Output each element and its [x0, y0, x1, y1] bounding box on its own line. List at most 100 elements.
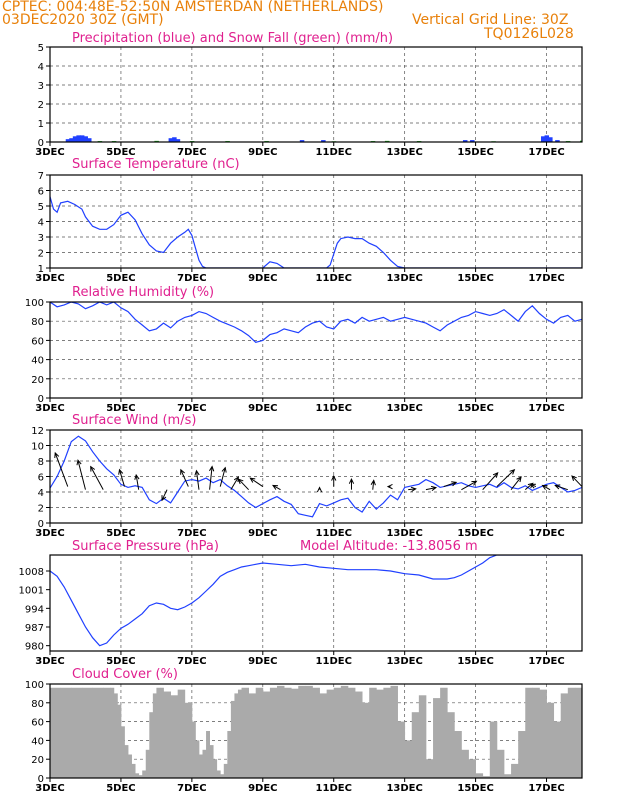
wind-ytick-label: 6 — [38, 473, 44, 484]
cloud-cover-bar — [209, 745, 214, 778]
cloud-cover-bar — [468, 759, 476, 778]
cloud-cover-bar — [220, 774, 225, 778]
cloud-cover-bar — [156, 687, 161, 778]
pressure-xtick-label: 5DEC — [106, 656, 135, 667]
cloud-cover-bar — [248, 693, 257, 778]
cloud-cover-bar — [262, 691, 271, 778]
cloud-cover-bar — [213, 759, 218, 778]
wind-vector-head — [554, 484, 561, 490]
cloud-cover-bar — [305, 685, 313, 778]
wind-vector-head — [54, 451, 60, 458]
cloud-cover-bar — [113, 693, 118, 778]
wind-vector — [425, 487, 437, 491]
wind-vector — [510, 476, 522, 490]
wind-vector — [555, 485, 568, 491]
humidity-ytick-label: 20 — [31, 375, 44, 386]
wind-vector-head — [430, 485, 438, 492]
pressure-ytick-label: 994 — [25, 604, 44, 615]
wind-ytick-label: 4 — [38, 488, 44, 499]
precip-bar — [175, 139, 181, 142]
precip-bar — [540, 136, 546, 142]
cloud-cover-bar — [298, 685, 306, 778]
precip-bar — [79, 135, 85, 142]
cloud-ytick-label: 60 — [31, 718, 44, 729]
cloud-cover-bar — [152, 693, 157, 778]
pressure-ytick-label: 1008 — [19, 567, 44, 578]
temperature-ytick-label: 1 — [38, 264, 44, 275]
pressure-line — [50, 555, 582, 647]
precip-xtick-label: 17DEC — [528, 147, 564, 158]
cloud-cover-bar — [525, 687, 533, 778]
wind-vector-head — [571, 475, 577, 481]
temperature-ytick-label: 6 — [38, 187, 44, 198]
temperature-panel: Surface Temperature (nC) 1 2 3 4 5 6 7 3DEC 5DEC 7… — [35, 157, 583, 284]
wind-vector-head — [316, 486, 323, 493]
wind-xtick-label: 17DEC — [528, 528, 564, 539]
precip-ytick-label: 3 — [38, 81, 44, 92]
precip-bar — [72, 136, 78, 142]
wind-vector-head — [370, 479, 376, 486]
wind-vector-head — [451, 481, 458, 487]
cloud-cover-bar — [560, 693, 569, 778]
cloud-ytick-label: 80 — [31, 699, 44, 710]
humidity-xtick-label: 17DEC — [528, 403, 564, 414]
cloud-cover-bar — [276, 685, 285, 778]
pressure-xtick-label: 11DEC — [316, 656, 352, 667]
wind-vector-head — [509, 468, 516, 475]
precip-bar — [83, 136, 88, 142]
wind-vector-head — [492, 472, 499, 478]
wind-vector — [180, 469, 189, 487]
precip-xtick-label: 3DEC — [35, 147, 64, 158]
precip-xtick-label: 9DEC — [248, 147, 277, 158]
humidity-panel: Relative Humidity (%) 0 20 40 60 80 100 3DEC 5DE… — [25, 285, 583, 414]
wind-ytick-label: 8 — [38, 457, 44, 468]
temperature-ytick-label: 4 — [38, 218, 44, 229]
temperature-line — [50, 196, 582, 268]
wind-xtick-label: 5DEC — [106, 528, 135, 539]
cloud-cover-bar — [546, 702, 555, 778]
humidity-ytick-label: 0 — [38, 394, 44, 405]
wind-ytick-label: 0 — [38, 519, 44, 530]
cloud-cover-bar — [177, 689, 186, 778]
wind-vector-head — [249, 477, 256, 483]
wind-vector — [54, 452, 69, 487]
pressure-xtick-label: 13DEC — [386, 656, 422, 667]
wind-vector-head — [410, 486, 417, 492]
cloud-cover-bar — [216, 770, 221, 778]
cloud-cover-bar — [135, 773, 140, 778]
wind-xtick-label: 13DEC — [386, 528, 422, 539]
precip-bar — [87, 138, 92, 142]
cloud-cover-bar — [284, 687, 292, 778]
cloud-cover-bar — [291, 688, 299, 778]
temperature-xtick-label: 3DEC — [35, 273, 64, 284]
cloud-cover-bar — [128, 754, 132, 778]
wind-vector-head — [134, 473, 140, 480]
wind-vector-head — [471, 480, 478, 486]
precip-xtick-label: 7DEC — [177, 147, 206, 158]
cloud-cover-bar — [333, 687, 342, 778]
precip-bar — [601, 141, 606, 142]
cloud-cover-bar — [482, 776, 491, 778]
cloud-cover-bar — [574, 687, 582, 778]
wind-vector-head — [118, 468, 124, 475]
cloud-cover-bar — [170, 695, 179, 778]
temperature-ytick-label: 3 — [38, 233, 44, 244]
cloud-cover-bar — [60, 687, 72, 778]
cloud-cover-bar — [347, 687, 356, 778]
temperature-xtick-label: 13DEC — [386, 273, 422, 284]
precip-ytick-label: 1 — [38, 119, 44, 130]
humidity-ytick-label: 40 — [31, 356, 44, 367]
wind-xtick-label: 7DEC — [177, 528, 206, 539]
cloud-cover-bar — [440, 687, 448, 778]
cloud-cover-bar — [269, 687, 278, 778]
cloud-xtick-label: 3DEC — [35, 783, 64, 794]
wind-vector — [90, 466, 104, 490]
wind-vector — [272, 485, 281, 491]
cloud-cover-bar — [223, 763, 228, 778]
wind-ytick-label: 12 — [31, 426, 44, 437]
precip-xtick-label: 15DEC — [457, 147, 493, 158]
pressure-subtitle: Model Altitude: -13.8056 m — [300, 539, 478, 554]
wind-title: Surface Wind (m/s) — [72, 413, 196, 428]
wind-vector-head — [272, 484, 279, 490]
cloud-xtick-label: 15DEC — [457, 783, 493, 794]
